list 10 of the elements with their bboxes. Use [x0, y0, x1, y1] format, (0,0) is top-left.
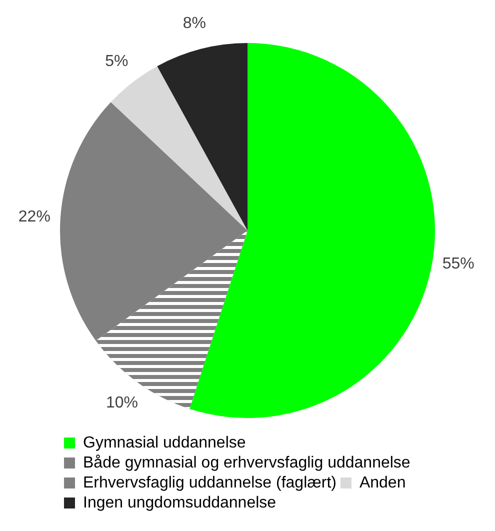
legend-label: Erhvervsfaglig uddannelse (faglært) [83, 474, 336, 492]
legend-label: Ingen ungdomsuddannelse [83, 494, 276, 512]
data-label: 5% [105, 53, 128, 70]
legend-label: Både gymnasial og erhvervsfaglig uddannelse [83, 454, 410, 472]
legend-label: Anden [359, 474, 406, 492]
legend-label: Gymnasial uddannelse [83, 434, 246, 452]
data-label: 8% [182, 15, 206, 32]
data-label: 55% [442, 255, 474, 272]
data-label: 22% [18, 208, 50, 226]
data-label: 10% [106, 394, 138, 412]
